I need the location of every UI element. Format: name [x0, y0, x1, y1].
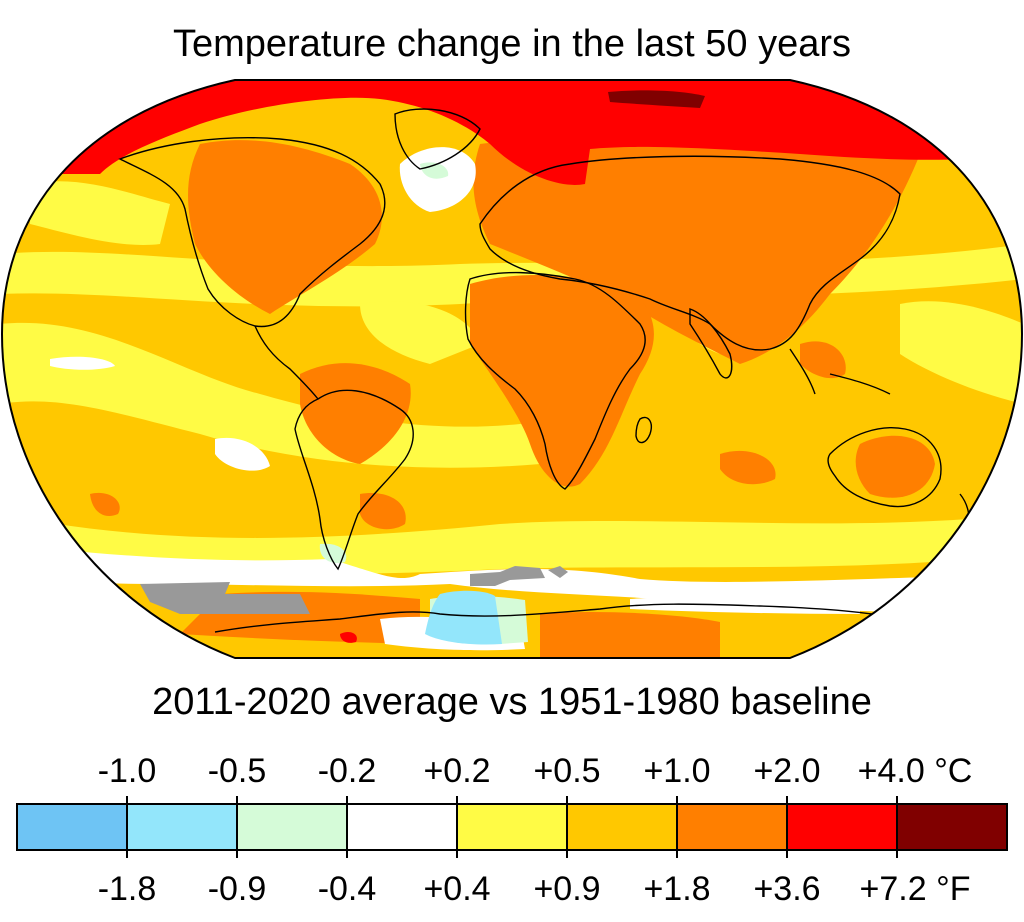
coastline-antarctica — [214, 603, 901, 633]
map-title: Temperature change in the last 50 years — [172, 23, 852, 65]
legend-ticks — [126, 796, 898, 858]
celsius-tick-label: +0.2 — [423, 752, 490, 790]
fahrenheit-tick-label: +0.4 — [423, 870, 490, 908]
map-border — [0, 79, 1024, 659]
hot-region — [2, 80, 1022, 185]
fahrenheit-tick-label: -0.4 — [318, 870, 377, 908]
light-warm-region — [900, 301, 1022, 404]
fahrenheit-tick-label: +7.2 °F — [860, 870, 971, 908]
coastline-madagascar — [635, 416, 652, 444]
celsius-tick-label: +4.0 °C — [858, 752, 973, 790]
warm-region — [540, 612, 720, 658]
fahrenheit-tick-label: -0.9 — [208, 870, 267, 908]
light-warm-region — [2, 514, 1022, 574]
celsius-tick-label: -0.2 — [318, 752, 377, 790]
coastline-south-america — [294, 389, 414, 571]
legend-bin-5 — [456, 803, 568, 851]
fahrenheit-labels: -1.8 -0.9 -0.4 +0.4 +0.9 +1.8 +3.6 +7.2 °F — [98, 870, 971, 908]
no-data-region — [470, 566, 545, 586]
warm-region — [90, 492, 120, 516]
fahrenheit-tick-label: -1.8 — [98, 870, 157, 908]
legend-bin-2 — [126, 803, 238, 851]
coastline-southeast-asia — [789, 348, 891, 395]
legend-bin-6 — [566, 803, 678, 851]
world-temperature-map — [0, 79, 1024, 659]
legend-bins — [16, 803, 1008, 851]
celsius-tick-label: +0.5 — [533, 752, 600, 790]
no-data-region — [140, 582, 310, 614]
legend-bin-8 — [786, 803, 898, 851]
legend-border — [16, 803, 1008, 851]
coastline-europe-asia — [479, 155, 901, 351]
legend-bin-9 — [896, 803, 1008, 851]
neutral-region — [215, 437, 270, 471]
hot-region — [340, 631, 357, 643]
map-subtitle: 2011-2020 average vs 1951-1980 baseline — [152, 681, 872, 723]
neutral-region — [399, 147, 476, 212]
coastline-north-america — [118, 137, 386, 328]
coastline-africa — [464, 271, 646, 490]
fahrenheit-tick-label: +0.9 — [533, 870, 600, 908]
warm-region — [188, 140, 382, 314]
fahrenheit-tick-label: +3.6 — [753, 870, 820, 908]
celsius-labels: -1.0 -0.5 -0.2 +0.2 +0.5 +1.0 +2.0 +4.0 °C — [98, 752, 973, 790]
extreme-region — [608, 90, 705, 108]
warm-region — [360, 493, 406, 530]
coastlines — [118, 108, 970, 633]
light-warm-region — [30, 181, 170, 245]
legend-bin-3 — [236, 803, 348, 851]
legend-bin-1 — [16, 803, 128, 851]
celsius-tick-label: +2.0 — [753, 752, 820, 790]
fahrenheit-tick-label: +1.8 — [643, 870, 710, 908]
cool-region — [425, 590, 502, 645]
coastline-india — [689, 308, 733, 379]
celsius-tick-label: -1.0 — [98, 752, 157, 790]
celsius-tick-label: +1.0 — [643, 752, 710, 790]
legend-bin-4 — [346, 803, 458, 851]
warm-region — [470, 274, 654, 487]
neutral-region — [50, 356, 115, 370]
celsius-tick-label: -0.5 — [208, 752, 267, 790]
warm-region — [800, 341, 846, 379]
legend-bin-7 — [676, 803, 788, 851]
light-warm-region — [360, 301, 480, 364]
coastline-central-america — [254, 325, 319, 400]
warm-region — [300, 363, 411, 464]
no-data-region — [548, 566, 568, 578]
light-warm-region — [2, 322, 558, 468]
slight-cool-region — [420, 162, 449, 179]
coastline-australia — [827, 427, 942, 508]
coastline-greenland — [394, 108, 481, 170]
warm-region — [720, 450, 776, 485]
warm-region — [855, 435, 935, 498]
color-legend: -1.0 -0.5 -0.2 +0.2 +0.5 +1.0 +2.0 +4.0 °C -1.8… — [16, 752, 1008, 908]
